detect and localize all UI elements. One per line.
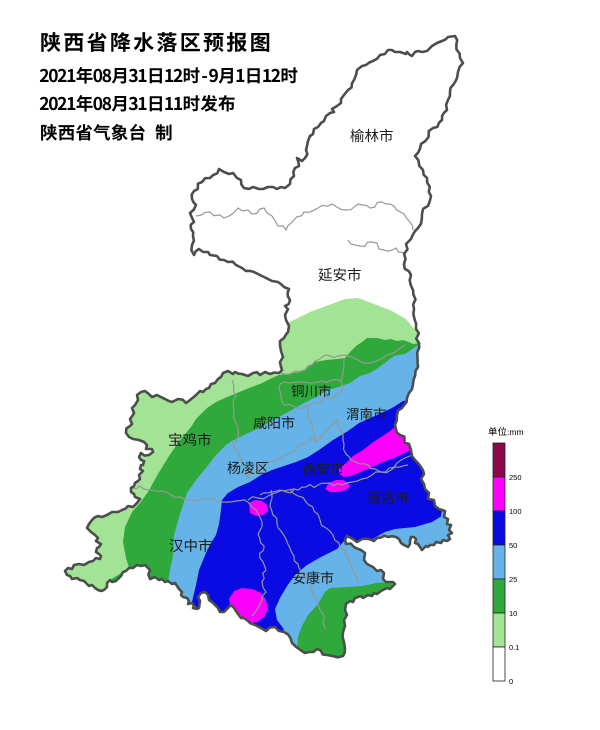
svg-text:0: 0 bbox=[509, 677, 513, 686]
svg-text:0.1: 0.1 bbox=[509, 643, 519, 652]
svg-text:250: 250 bbox=[509, 473, 522, 482]
svg-text:10: 10 bbox=[509, 609, 517, 618]
svg-text:50: 50 bbox=[509, 541, 517, 550]
svg-text:100: 100 bbox=[509, 507, 522, 516]
svg-text::mm: :mm bbox=[507, 427, 524, 437]
svg-text:25: 25 bbox=[509, 575, 517, 584]
